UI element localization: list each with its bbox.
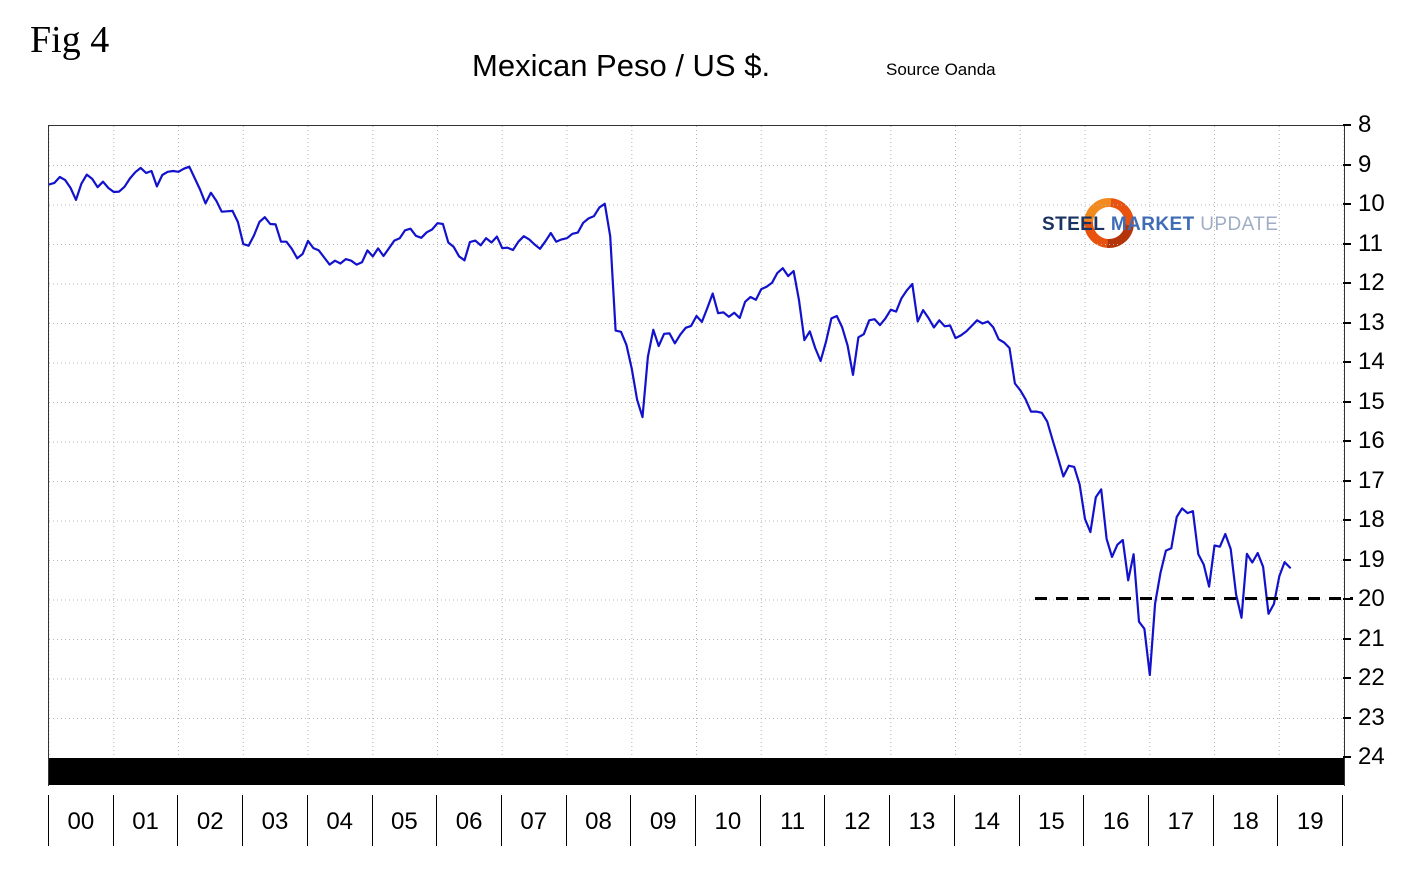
y-tick-mark — [1343, 756, 1351, 758]
y-tick-label: 14 — [1358, 348, 1385, 375]
x-year-label: 14 — [953, 795, 1019, 846]
x-year-label: 01 — [112, 795, 178, 846]
y-tick-mark — [1343, 242, 1351, 245]
x-year-label: 10 — [695, 795, 760, 846]
y-tick-mark — [1343, 400, 1351, 403]
y-tick-label: 16 — [1358, 427, 1385, 454]
y-tick-label: 20 — [1358, 585, 1385, 612]
y-tick-label: 24 — [1358, 743, 1385, 770]
y-tick-label: 23 — [1358, 703, 1385, 731]
support-line-20 — [1035, 597, 1353, 600]
x-year-label: 07 — [500, 795, 566, 846]
y-tick-mark — [1343, 282, 1351, 284]
x-year-label: 09 — [630, 795, 695, 846]
x-year-label: 15 — [1018, 795, 1084, 846]
y-tick-label: 22 — [1358, 664, 1385, 691]
logo-wordmark: STEEL MARKET UPDATE — [1042, 214, 1278, 236]
y-tick-mark — [1343, 479, 1351, 482]
y-tick-mark — [1343, 203, 1351, 205]
y-tick-label: 8 — [1358, 111, 1372, 138]
y-tick-mark — [1343, 519, 1351, 521]
y-tick-label: 15 — [1358, 387, 1385, 415]
x-year-label: 16 — [1083, 795, 1148, 846]
x-year-label: 08 — [565, 795, 631, 846]
x-axis-year-row: 00 01 02 03 04 05 06 07 08 09 10 11 12 13 14 15 16 17 18 19 — [48, 795, 1344, 846]
x-year-label: 18 — [1212, 795, 1278, 846]
logo-word-update: UPDATE — [1200, 214, 1279, 235]
y-tick-mark — [1343, 716, 1351, 719]
y-tick-mark — [1343, 124, 1351, 126]
x-year-label: 04 — [306, 795, 372, 846]
steel-market-update-logo: STEEL MARKET UPDATE — [1042, 187, 1292, 259]
y-tick-label: 13 — [1358, 308, 1385, 336]
x-year-label: 00 — [48, 795, 113, 846]
source-label: Source Oanda — [886, 60, 996, 79]
y-tick-label: 21 — [1358, 624, 1385, 652]
x-year-label: 17 — [1147, 795, 1213, 846]
logo-word-steel: STEEL — [1042, 214, 1106, 235]
x-year-label: 03 — [242, 795, 307, 846]
x-year-label: 05 — [371, 795, 437, 846]
x-year-label: 06 — [436, 795, 501, 846]
figure-label: Fig 4 — [30, 19, 110, 61]
y-tick-mark — [1343, 321, 1351, 324]
y-tick-mark — [1343, 558, 1351, 561]
y-axis: 8 9 10 11 12 13 14 15 16 17 18 19 20 21 22 23 24 — [1343, 111, 1418, 790]
chart-canvas — [49, 126, 1344, 785]
x-year-label: 19 — [1277, 795, 1344, 846]
y-tick-mark — [1343, 440, 1351, 442]
x-year-label: 02 — [177, 795, 242, 846]
x-year-label: 13 — [889, 795, 954, 846]
y-tick-mark — [1343, 637, 1351, 640]
y-tick-label: 17 — [1358, 466, 1385, 494]
x-year-label: 11 — [759, 795, 825, 846]
bottom-black-bar — [49, 758, 1344, 785]
plot-area — [48, 125, 1345, 786]
chart-title: Mexican Peso / US $. — [472, 48, 771, 83]
logo-word-market: MARKET — [1110, 214, 1195, 235]
y-tick-label: 10 — [1358, 190, 1385, 217]
y-tick-label: 18 — [1358, 506, 1385, 533]
y-tick-mark — [1343, 361, 1351, 363]
y-tick-label: 12 — [1358, 269, 1385, 296]
y-tick-label: 19 — [1358, 545, 1385, 573]
y-tick-label: 11 — [1358, 229, 1383, 257]
x-year-label: 12 — [824, 795, 889, 846]
y-tick-mark — [1343, 163, 1351, 166]
y-tick-label: 9 — [1358, 150, 1372, 178]
y-tick-mark — [1343, 677, 1351, 679]
price-line — [49, 165, 1292, 677]
